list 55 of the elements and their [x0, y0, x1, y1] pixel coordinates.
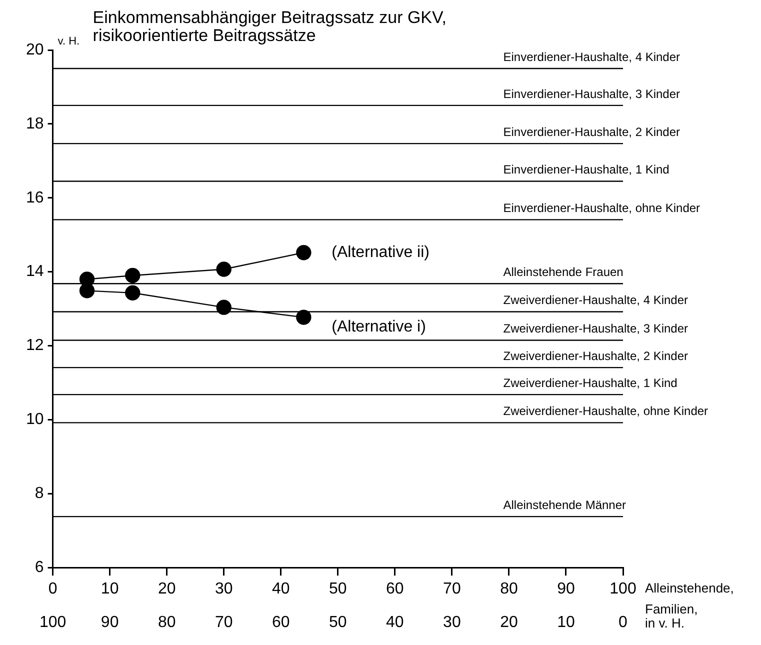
x2-tick-label: 40: [386, 614, 404, 631]
x-tick-label: 70: [443, 580, 461, 598]
ref-line-label: Zweiverdiener-Haushalte, 2 Kinder: [503, 348, 688, 363]
y-tick-label: 16: [26, 189, 44, 206]
x2-tick-label: 90: [100, 614, 119, 631]
x-tick-label: 0: [48, 580, 58, 598]
point: [125, 268, 140, 284]
point: [296, 245, 312, 260]
point: [125, 285, 140, 300]
x-axis-title: Alleinstehende,: [645, 580, 734, 596]
x-tick-label: 20: [158, 580, 176, 598]
x-tick-label: 50: [329, 580, 347, 598]
ref-line-label: Zweiverdiener-Haushalte, ohne Kinder: [503, 404, 708, 418]
ref-line-label: Alleinstehende Männer: [503, 498, 626, 512]
y-tick-label: 6: [34, 559, 44, 576]
y-tick-label: 10: [26, 411, 44, 428]
x-tick-label: 40: [272, 580, 290, 598]
y-tick-label: 14: [26, 263, 44, 280]
y-tick-label: 12: [26, 337, 44, 354]
ref-line-label: Einverdiener-Haushalte, 1 Kind: [503, 162, 670, 177]
y-axis-title: v. H.: [58, 36, 80, 48]
x2-axis-title: Familien, in v. H.: [645, 602, 698, 631]
x-tick-label: 60: [386, 580, 404, 598]
series-label: (Alternative i): [332, 318, 426, 336]
x-tick-label: 10: [100, 580, 119, 598]
ref-line-label: Zweiverdiener-Haushalte, 3 Kinder: [503, 322, 688, 336]
x2-tick-label: 60: [272, 614, 290, 631]
y-tick-label: 20: [26, 41, 44, 58]
x-tick-label: 90: [557, 580, 575, 598]
x2-tick-label: 100: [39, 614, 66, 631]
ref-line-label: Einverdiener-Haushalte, 3 Kinder: [503, 86, 680, 101]
point: [79, 272, 95, 287]
x2-tick-label: 80: [158, 614, 176, 631]
x-tick-label: 100: [610, 580, 636, 598]
ref-line-label: Einverdiener-Haushalte, 2 Kinder: [503, 124, 680, 139]
x2-tick-label: 20: [500, 614, 518, 631]
y-tick-label: 8: [34, 485, 44, 502]
chart-title: Einkommensabhängiger Beitragssatz zur GKV, risikoorientierte Beitragssätze: [92, 8, 447, 46]
series-label: (Alternative ii): [332, 244, 430, 262]
x-tick-label: 80: [500, 580, 518, 598]
point: [216, 262, 232, 277]
ref-line-label: Alleinstehende Frauen: [503, 264, 624, 279]
ref-line-label: Einverdiener-Haushalte, ohne Kinder: [503, 201, 700, 216]
ref-line-label: Zweiverdiener-Haushalte, 1 Kind: [503, 376, 678, 390]
point: [216, 300, 232, 315]
point: [296, 310, 312, 325]
x2-tick-label: 10: [557, 614, 575, 631]
ref-line-label: Einverdiener-Haushalte, 4 Kinder: [503, 50, 680, 64]
y-tick-label: 18: [26, 115, 44, 132]
x2-tick-label: 0: [618, 614, 628, 631]
x-tick-label: 30: [214, 580, 233, 598]
ref-line-label: Zweiverdiener-Haushalte, 4 Kinder: [503, 293, 688, 308]
x2-tick-label: 30: [443, 614, 461, 631]
x2-tick-label: 70: [214, 614, 233, 631]
x2-tick-label: 50: [329, 614, 347, 631]
